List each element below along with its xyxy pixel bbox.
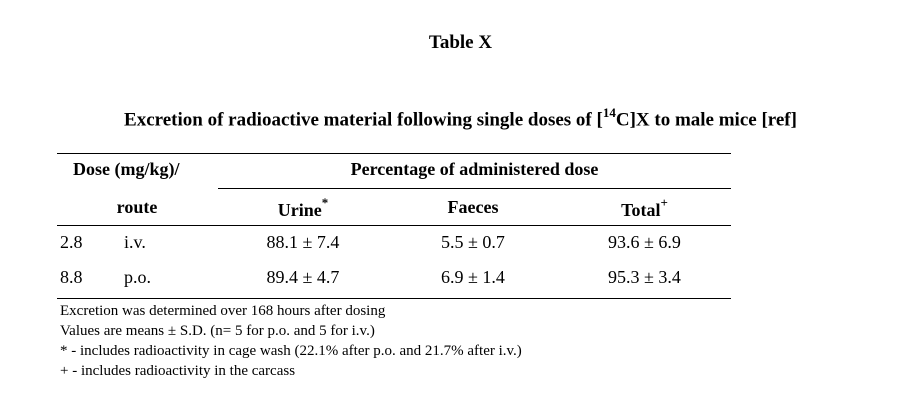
header-urine: Urine* xyxy=(218,195,388,221)
footnotes: Excretion was determined over 168 hours … xyxy=(60,301,522,381)
top-rule xyxy=(57,153,731,154)
table-row-total: 95.3 ± 3.4 xyxy=(608,267,681,287)
header-urine-label: Urine xyxy=(277,200,322,220)
table-row-route: p.o. xyxy=(124,267,151,287)
mid-rule xyxy=(218,188,731,189)
footnote-duration: Excretion was determined over 168 hours … xyxy=(60,303,386,319)
table-row-dose: 8.8 xyxy=(60,267,83,287)
header-total-label: Total xyxy=(621,200,661,220)
header-route: route xyxy=(116,197,158,217)
table-row-total: 93.6 ± 6.9 xyxy=(608,232,681,252)
header-total: Total+ xyxy=(558,195,731,221)
table-title: Excretion of radioactive material follow… xyxy=(0,105,921,131)
table-row-urine: 88.1 ± 7.4 xyxy=(266,232,340,252)
table-title-tail: C]X to male mice [ref] xyxy=(615,109,797,131)
table-row-faeces: 5.5 ± 0.7 xyxy=(441,232,505,252)
header-dose-line1: Dose (mg/kg)/ xyxy=(73,159,180,179)
header-percentage: Percentage of administered dose xyxy=(350,159,599,179)
footnote-carcass: + - includes radioactivity in the carcas… xyxy=(60,363,296,379)
header-total-mark: + xyxy=(660,195,668,210)
bottom-rule xyxy=(57,298,731,299)
table-row-urine: 89.4 ± 4.7 xyxy=(266,267,340,287)
header-urine-mark: * xyxy=(321,195,329,210)
table-number: Table X xyxy=(428,32,493,53)
table-row-dose: 2.8 xyxy=(60,232,83,252)
footnote-means: Values are means ± S.D. (n= 5 for p.o. a… xyxy=(60,323,375,339)
table-title-superscript: 14 xyxy=(602,105,616,120)
header-faeces: Faeces xyxy=(447,197,499,217)
header-rule xyxy=(57,225,731,226)
table-row-faeces: 6.9 ± 1.4 xyxy=(441,267,505,287)
table-title-main: Excretion of radioactive material follow… xyxy=(124,109,603,131)
footnote-cage-wash: * - includes radioactivity in cage wash … xyxy=(60,343,522,359)
table-row-route: i.v. xyxy=(124,232,146,252)
